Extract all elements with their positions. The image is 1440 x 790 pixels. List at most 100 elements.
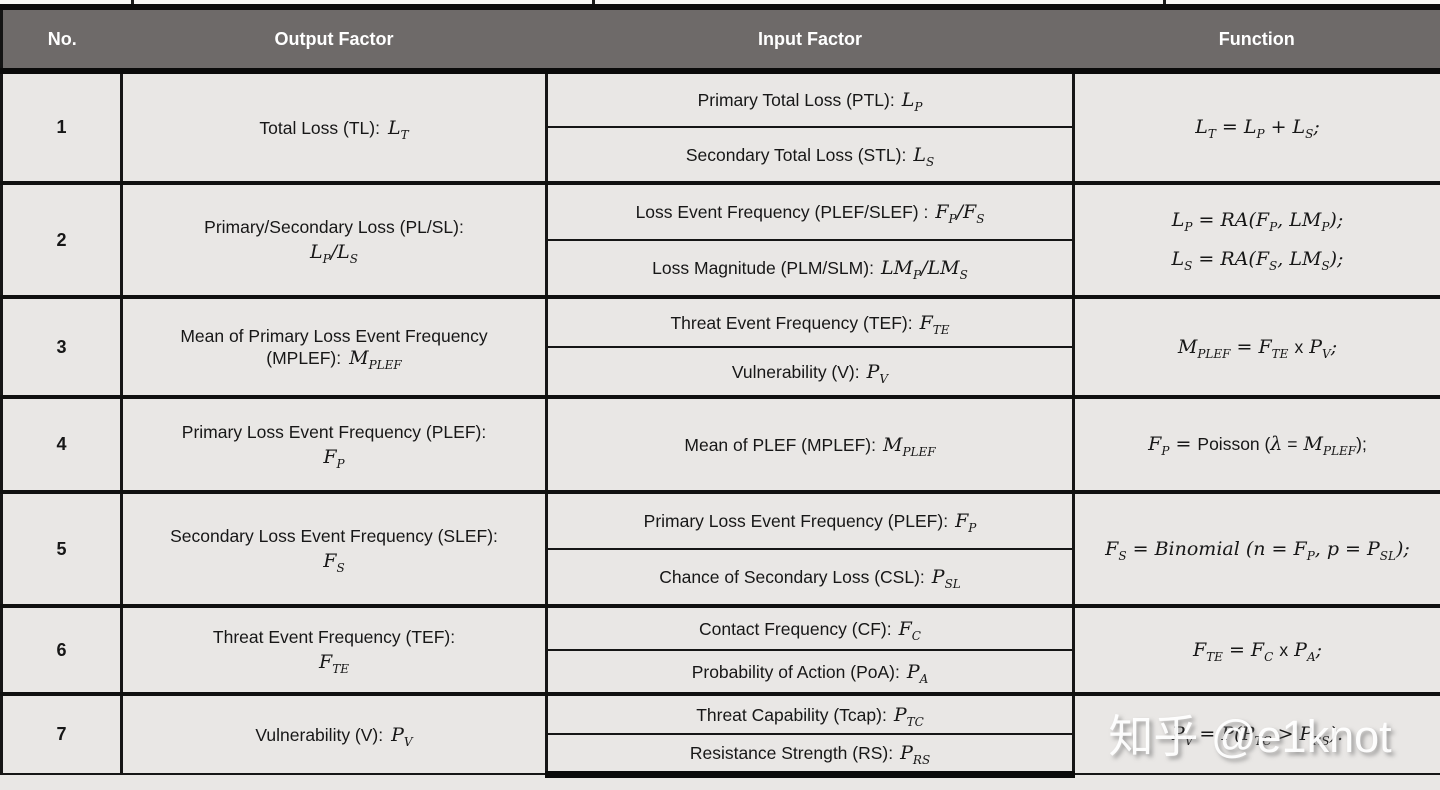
output-factor-label: Vulnerability (V): xyxy=(255,724,384,745)
table-row: 6 Threat Event Frequency (TEF): FTE Conta… xyxy=(0,604,1440,695)
input-factor-symbol: LP xyxy=(901,89,923,114)
table-row: 3 Mean of Primary Loss Event Frequency (… xyxy=(0,295,1440,398)
input-factor-cell: Probability of Action (PoA): PA xyxy=(545,649,1075,695)
input-factor-label: Mean of PLEF (MPLEF): xyxy=(684,434,876,455)
input-factor-cell: Mean of PLEF (MPLEF): MPLEF xyxy=(545,395,1075,493)
function-cell: LP = RA(FP, LMP); LS = RA(FS, LMS); xyxy=(1072,181,1440,298)
function-formula: PV = P(PTC > PRS). xyxy=(1171,723,1344,748)
input-factor-label: Chance of Secondary Loss (CSL): xyxy=(659,567,925,587)
output-factor-cell: Primary/Secondary Loss (PL/SL): LP/LS xyxy=(120,181,548,298)
input-factor-cell: Chance of Secondary Loss (CSL): PSL xyxy=(545,548,1075,607)
table-row: 4 Primary Loss Event Frequency (PLEF): FP… xyxy=(0,395,1440,493)
row-no-cell: 7 xyxy=(0,692,123,775)
input-factor-symbol: FTE xyxy=(919,311,950,337)
output-factor-symbol: LP/LS xyxy=(310,241,358,266)
column-header-input-factor: Input Factor xyxy=(546,10,1074,74)
input-factor-symbol: FC xyxy=(898,617,921,643)
table-row: Resistance Strength (RS): PRS xyxy=(2,733,1440,778)
input-factor-label: Loss Event Frequency (PLEF/SLEF) : xyxy=(635,202,929,222)
row-no-cell: 1 xyxy=(0,69,123,184)
output-factor-symbol: LT xyxy=(387,116,409,142)
table-row: Probability of Action (PoA): PA xyxy=(2,649,1440,695)
output-factor-cell: Threat Event Frequency (TEF): FTE xyxy=(120,604,548,695)
input-factor-label: Loss Magnitude (PLM/SLM): xyxy=(652,258,874,278)
input-factor-cell: Secondary Total Loss (STL): LS xyxy=(545,126,1075,184)
input-factor-label: Secondary Total Loss (STL): xyxy=(685,144,907,165)
output-factor-label: Mean of Primary Loss Event Frequency (MP… xyxy=(180,325,488,368)
output-factor-label: Total Loss (TL): xyxy=(259,117,380,138)
input-factor-label: Primary Loss Event Frequency (PLEF): xyxy=(643,511,949,531)
column-header-function: Function xyxy=(1073,10,1440,74)
output-factor-symbol: PV xyxy=(391,723,413,749)
input-factor-cell: Loss Event Frequency (PLEF/SLEF) : FP/FS xyxy=(545,181,1075,241)
input-factor-cell: Primary Total Loss (PTL): LP xyxy=(545,69,1075,128)
input-factor-label: Vulnerability (V): xyxy=(731,361,860,382)
output-factor-symbol: FS xyxy=(323,550,345,575)
table-row: 5 Secondary Loss Event Frequency (SLEF):… xyxy=(0,490,1440,607)
function-cell: MPLEF = FTE x PV; xyxy=(1072,295,1440,398)
table-row: Loss Magnitude (PLM/SLM): LMP/LMS xyxy=(2,239,1440,298)
input-factor-symbol: LMP/LMS xyxy=(880,257,968,282)
output-factor-symbol: FTE xyxy=(319,651,349,676)
input-factor-label: Threat Event Frequency (TEF): xyxy=(670,312,913,333)
input-factor-cell: Contact Frequency (CF): FC xyxy=(545,604,1075,651)
input-factor-cell: Threat Capability (Tcap): PTC xyxy=(545,692,1075,735)
output-factor-label: Primary/Secondary Loss (PL/SL): xyxy=(204,217,464,237)
fragment-border-mark xyxy=(592,0,595,4)
function-formula: FP = Poisson (λ = MPLEF); xyxy=(1148,433,1367,458)
input-factor-symbol: FP/FS xyxy=(935,201,985,226)
table-fragment-strip xyxy=(0,0,1440,4)
input-factor-label: Contact Frequency (CF): xyxy=(699,618,892,639)
input-factor-symbol: PTC xyxy=(893,703,924,729)
row-no-cell: 6 xyxy=(0,604,123,695)
input-factor-symbol: PRS xyxy=(900,741,931,767)
table-row: Chance of Secondary Loss (CSL): PSL xyxy=(2,548,1440,607)
row-no-cell: 2 xyxy=(0,181,123,298)
output-factor-label: Primary Loss Event Frequency (PLEF): xyxy=(181,421,487,442)
input-factor-cell: Resistance Strength (RS): PRS xyxy=(545,733,1075,778)
function-cell: PV = P(PTC > PRS). xyxy=(1072,692,1440,775)
table-row: 1 Total Loss (TL): LT Primary Total Loss … xyxy=(0,69,1440,184)
input-factor-label: Threat Capability (Tcap): xyxy=(696,704,887,725)
function-formula: FTE = FC x PA; xyxy=(1192,638,1323,664)
row-no-cell: 4 xyxy=(0,395,123,493)
function-formula: MPLEF = FTE x PV; xyxy=(1177,335,1338,361)
input-factor-label: Resistance Strength (RS): xyxy=(689,742,894,763)
input-factor-symbol: PSL xyxy=(931,566,961,591)
output-factor-cell: Primary Loss Event Frequency (PLEF): FP xyxy=(120,395,548,493)
table-row: 7 Vulnerability (V): PV Threat Capability… xyxy=(0,692,1440,775)
input-factor-cell: Primary Loss Event Frequency (PLEF): FP xyxy=(545,490,1075,550)
output-factor-label: Secondary Loss Event Frequency (SLEF): xyxy=(170,526,498,546)
row-no-cell: 3 xyxy=(0,295,123,398)
header-row: No. Output Factor Input Factor Function xyxy=(1,10,1440,74)
column-header-output-factor: Output Factor xyxy=(121,10,547,74)
function-cell: FP = Poisson (λ = MPLEF); xyxy=(1072,395,1440,493)
input-factor-symbol: LS xyxy=(913,143,935,169)
input-factor-symbol: MPLEF xyxy=(882,433,936,459)
table-row: 2 Primary/Secondary Loss (PL/SL): LP/LS L… xyxy=(0,181,1440,298)
input-factor-cell: Loss Magnitude (PLM/SLM): LMP/LMS xyxy=(545,239,1075,298)
output-factor-symbol: FP xyxy=(323,445,345,471)
function-cell: FS = Binomial (n = FP, p = PSL); xyxy=(1072,490,1440,607)
fragment-border-mark xyxy=(131,0,134,4)
output-factor-cell: Secondary Loss Event Frequency (SLEF): FS xyxy=(120,490,548,607)
row-no-cell: 5 xyxy=(0,490,123,607)
function-formula: LS = RA(FS, LMS); xyxy=(1171,248,1344,273)
output-factor-cell: Mean of Primary Loss Event Frequency (MP… xyxy=(120,295,548,398)
output-factor-cell: Total Loss (TL): LT xyxy=(120,69,548,184)
fragment-border-mark xyxy=(1163,0,1166,4)
input-factor-symbol: PV xyxy=(866,360,889,386)
function-cell: FTE = FC x PA; xyxy=(1072,604,1440,695)
table-row: Secondary Total Loss (STL): LS xyxy=(2,126,1440,184)
input-factor-label: Primary Total Loss (PTL): xyxy=(697,90,895,110)
input-factor-cell: Threat Event Frequency (TEF): FTE xyxy=(545,295,1075,348)
function-formula: FS = Binomial (n = FP, p = PSL); xyxy=(1105,537,1410,563)
top-border-bar xyxy=(0,4,1440,10)
input-factor-symbol: FP xyxy=(955,510,977,535)
output-factor-symbol: MPLEF xyxy=(349,346,402,372)
table-row: Vulnerability (V): PV xyxy=(2,346,1440,398)
fair-factors-table: No. Output Factor Input Factor Function … xyxy=(0,10,1440,778)
function-formula: LP = RA(FP, LMP); xyxy=(1171,209,1344,234)
function-formula: LT = LP + LS; xyxy=(1195,116,1320,141)
